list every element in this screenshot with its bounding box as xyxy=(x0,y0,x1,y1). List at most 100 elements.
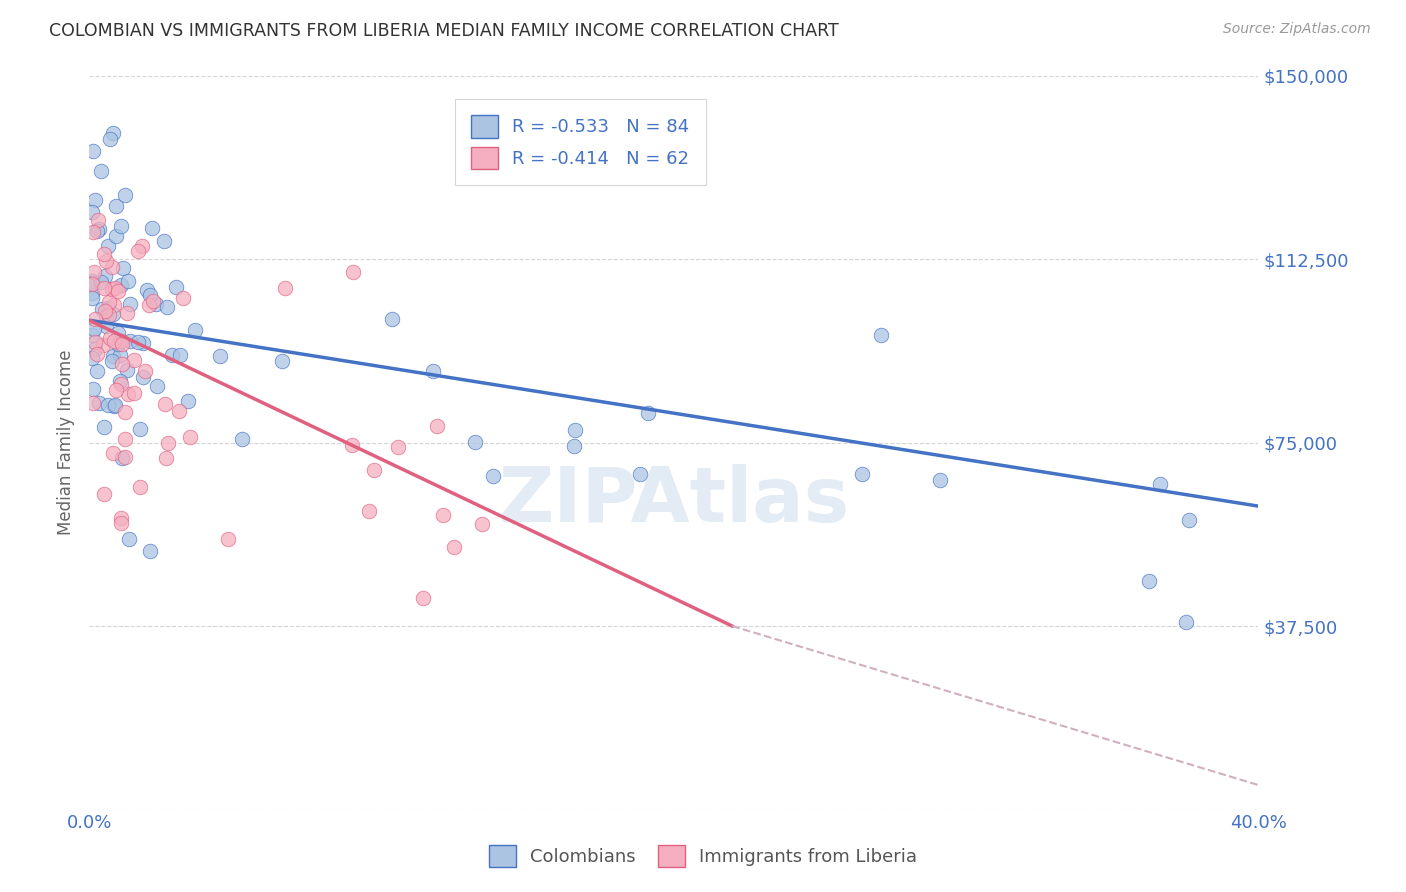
Point xyxy=(108,375,131,389)
Point xyxy=(103,298,125,312)
Point xyxy=(110,219,132,233)
Point xyxy=(381,312,404,326)
Point xyxy=(146,379,169,393)
Point xyxy=(139,543,162,558)
Point xyxy=(155,450,177,465)
Point xyxy=(94,304,117,318)
Point xyxy=(167,403,190,417)
Point xyxy=(89,222,111,236)
Point xyxy=(153,234,176,248)
Point xyxy=(110,277,132,292)
Point xyxy=(432,508,454,522)
Point xyxy=(82,395,104,409)
Point xyxy=(209,349,232,363)
Text: ZIPAtlas: ZIPAtlas xyxy=(498,464,849,538)
Point xyxy=(357,504,380,518)
Point xyxy=(94,318,117,333)
Point xyxy=(628,467,651,482)
Point xyxy=(82,144,104,158)
Point xyxy=(80,274,103,288)
Point xyxy=(80,351,103,365)
Point xyxy=(101,354,124,368)
Point xyxy=(471,517,494,532)
Point xyxy=(114,433,136,447)
Point xyxy=(104,383,127,397)
Point xyxy=(562,438,585,452)
Point xyxy=(110,510,132,524)
Text: COLOMBIAN VS IMMIGRANTS FROM LIBERIA MEDIAN FAMILY INCOME CORRELATION CHART: COLOMBIAN VS IMMIGRANTS FROM LIBERIA MED… xyxy=(49,22,839,40)
Point xyxy=(177,393,200,408)
Point xyxy=(103,307,125,321)
Point xyxy=(84,193,107,207)
Point xyxy=(94,309,117,323)
Point xyxy=(114,450,136,464)
Point xyxy=(100,282,122,296)
Point xyxy=(98,132,121,146)
Point xyxy=(1175,615,1198,629)
Point xyxy=(83,322,105,336)
Point xyxy=(183,323,205,337)
Point xyxy=(87,212,110,227)
Point xyxy=(101,446,124,460)
Point xyxy=(138,298,160,312)
Y-axis label: Median Family Income: Median Family Income xyxy=(58,350,75,535)
Point xyxy=(142,294,165,309)
Point xyxy=(114,188,136,202)
Point xyxy=(118,334,141,349)
Point xyxy=(80,285,103,300)
Legend: Colombians, Immigrants from Liberia: Colombians, Immigrants from Liberia xyxy=(482,838,924,874)
Point xyxy=(564,423,586,437)
Point xyxy=(83,265,105,279)
Point xyxy=(128,480,150,494)
Point xyxy=(135,284,157,298)
Point xyxy=(482,469,505,483)
Text: Source: ZipAtlas.com: Source: ZipAtlas.com xyxy=(1223,22,1371,37)
Point xyxy=(90,301,112,316)
Point xyxy=(105,228,128,243)
Point xyxy=(83,335,105,350)
Point xyxy=(108,348,131,362)
Point xyxy=(98,331,121,345)
Point xyxy=(84,342,107,356)
Point xyxy=(111,357,134,371)
Point xyxy=(105,199,128,213)
Point xyxy=(110,334,132,348)
Point xyxy=(110,376,132,391)
Point xyxy=(90,163,112,178)
Point xyxy=(637,406,659,420)
Point xyxy=(422,364,444,378)
Point xyxy=(117,306,139,320)
Point xyxy=(82,225,104,239)
Point xyxy=(426,419,449,434)
Point xyxy=(80,276,103,290)
Point xyxy=(97,398,120,412)
Point xyxy=(107,284,129,298)
Point xyxy=(111,451,134,466)
Point xyxy=(101,349,124,363)
Point xyxy=(464,434,486,449)
Point xyxy=(111,260,134,275)
Point xyxy=(87,396,110,410)
Point xyxy=(127,334,149,349)
Point xyxy=(86,347,108,361)
Point xyxy=(1139,574,1161,589)
Point xyxy=(271,354,294,368)
Point xyxy=(115,363,138,377)
Point xyxy=(117,386,139,401)
Point xyxy=(94,268,117,283)
Point xyxy=(869,328,891,343)
Point xyxy=(93,420,115,434)
Legend: R = -0.533   N = 84, R = -0.414   N = 62: R = -0.533 N = 84, R = -0.414 N = 62 xyxy=(454,99,706,185)
Point xyxy=(98,295,121,310)
Point xyxy=(340,438,363,452)
Point xyxy=(169,348,191,362)
Point xyxy=(84,312,107,326)
Point xyxy=(443,540,465,554)
Point xyxy=(172,291,194,305)
Point xyxy=(129,422,152,436)
Point xyxy=(851,467,873,482)
Point xyxy=(111,337,134,351)
Point xyxy=(160,349,183,363)
Point xyxy=(101,260,124,274)
Point xyxy=(86,224,108,238)
